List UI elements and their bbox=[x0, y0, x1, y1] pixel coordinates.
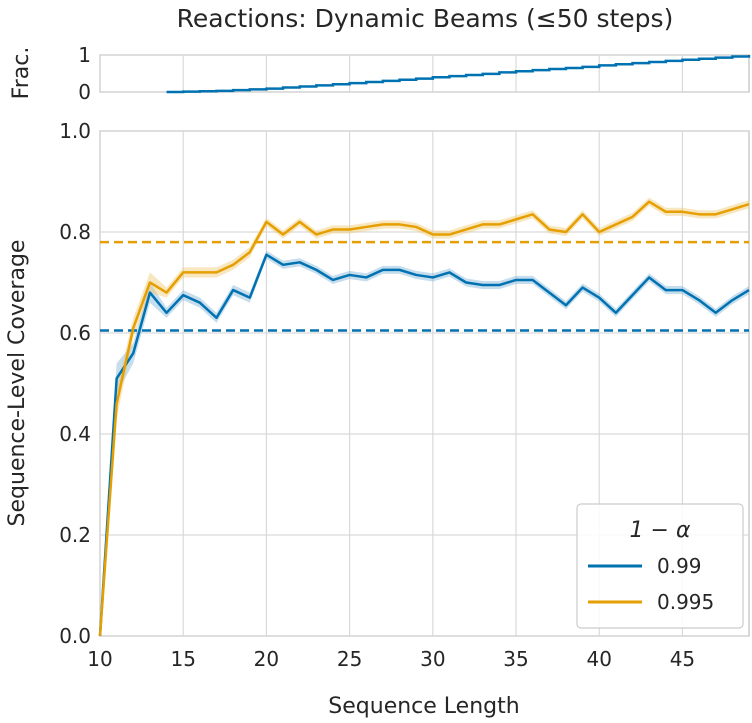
legend-title: 1 − α bbox=[630, 518, 691, 543]
y-axis-title: Sequence-Level Coverage bbox=[5, 240, 30, 527]
legend-box bbox=[576, 503, 744, 629]
coverage-series-lines bbox=[98, 200, 750, 637]
y-tick-label-0.4: 0.4 bbox=[59, 422, 91, 446]
confidence-band-0.99 bbox=[100, 250, 749, 636]
fraction-line bbox=[166, 55, 751, 94]
x-tick-label-20: 20 bbox=[254, 647, 279, 671]
legend-label-0.995: 0.995 bbox=[657, 590, 714, 614]
legend-label-0.99: 0.99 bbox=[657, 554, 702, 578]
fraction-y-ticks: 01 bbox=[78, 43, 91, 104]
x-tick-label-15: 15 bbox=[170, 647, 195, 671]
chart-title: Reactions: Dynamic Beams (≤50 steps) bbox=[177, 4, 674, 33]
x-tick-label-30: 30 bbox=[420, 647, 445, 671]
x-tick-label-45: 45 bbox=[670, 647, 695, 671]
y-tick-label-1.0: 1.0 bbox=[59, 119, 91, 143]
y-tick-label-0.8: 0.8 bbox=[59, 220, 91, 244]
x-axis-title: Sequence Length bbox=[328, 694, 519, 719]
series-line-0.99 bbox=[98, 253, 750, 637]
y-tick-label-0.0: 0.0 bbox=[59, 624, 91, 648]
coverage-confidence-bands bbox=[100, 197, 749, 636]
y-tick-label-0.6: 0.6 bbox=[59, 321, 91, 345]
fraction-y-axis-title: Frac. bbox=[9, 47, 34, 100]
legend: 1 − α 0.99 0.995 bbox=[576, 503, 744, 629]
x-tick-label-35: 35 bbox=[503, 647, 528, 671]
x-tick-label-10: 10 bbox=[87, 647, 112, 671]
x-tick-label-40: 40 bbox=[587, 647, 612, 671]
fraction-panel-frame bbox=[99, 54, 750, 93]
coverage-grid bbox=[99, 130, 749, 637]
coverage-threshold-lines bbox=[100, 240, 749, 332]
x-tick-label-25: 25 bbox=[337, 647, 362, 671]
fraction-y-tick-label-1: 1 bbox=[78, 43, 91, 67]
fraction-panel: 01 Frac. bbox=[9, 43, 751, 104]
coverage-x-ticks: 10 15 20 25 30 35 40 45 bbox=[87, 647, 695, 671]
fraction-line-group bbox=[166, 55, 751, 94]
fraction-y-tick-label-0: 0 bbox=[78, 80, 91, 104]
coverage-y-ticks: 0.0 0.2 0.4 0.6 0.8 1.0 bbox=[59, 119, 91, 648]
y-tick-label-0.2: 0.2 bbox=[59, 523, 91, 547]
coverage-panel: 10 15 20 25 30 35 40 45 0.0 0.2 0.4 0.6 0.8 1.0 Sequ… bbox=[5, 119, 750, 719]
series-line-0.995 bbox=[98, 200, 750, 637]
